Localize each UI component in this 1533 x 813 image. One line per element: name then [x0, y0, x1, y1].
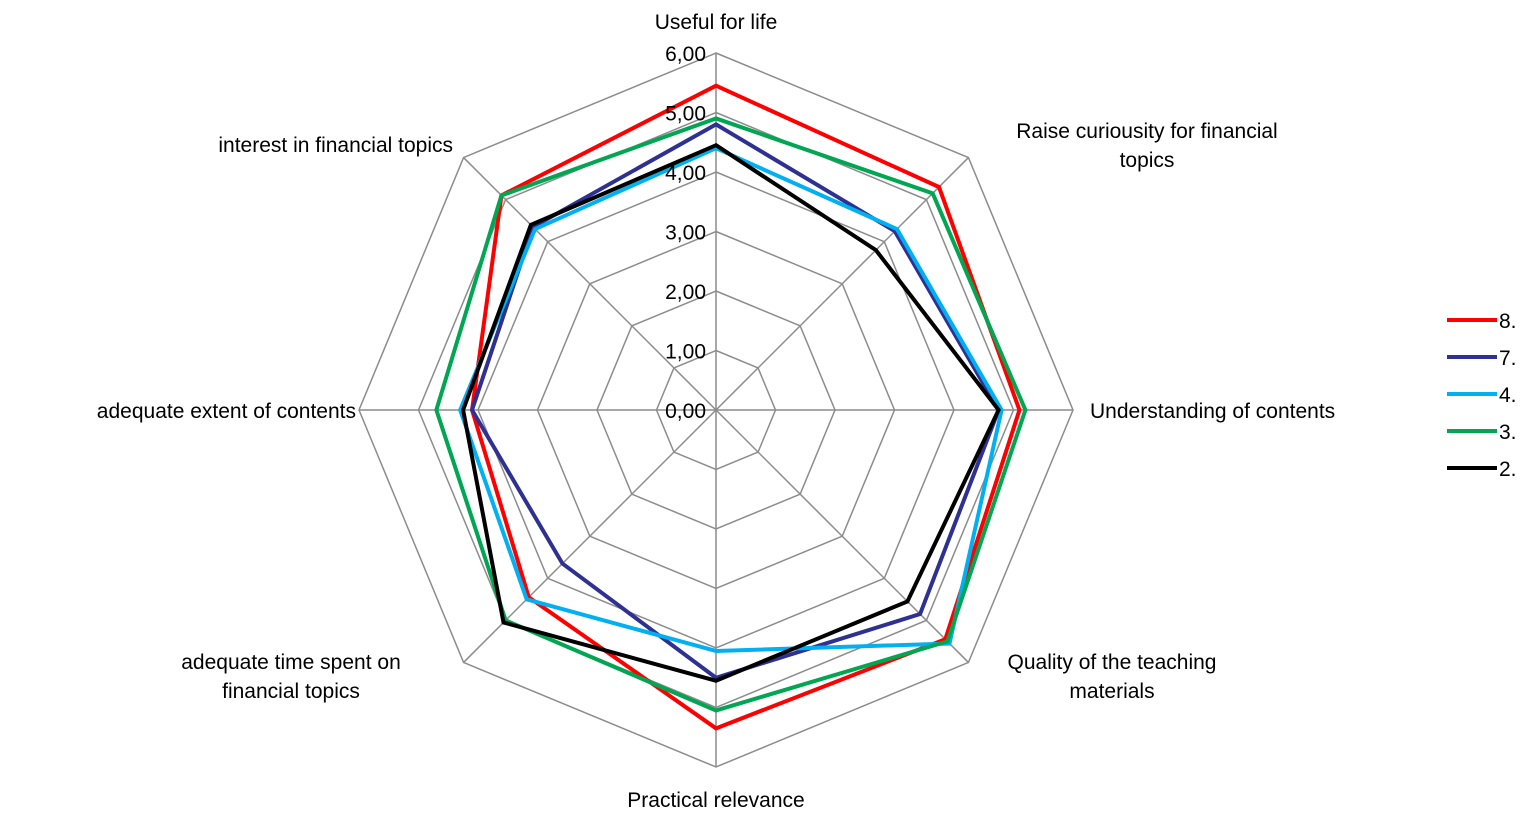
axis-label-line: Useful for life — [655, 11, 778, 34]
axis-label-line: adequate time spent on — [181, 651, 401, 674]
axis-label: Raise curiousity for financial topics — [1016, 120, 1277, 172]
axis-label: Understanding of contents — [1090, 400, 1335, 423]
axis-label: adequate time spent on financial topics — [181, 651, 401, 703]
axis-label: Quality of the teaching materials — [1008, 651, 1217, 703]
axis-label-line: interest in financial topics — [218, 134, 453, 157]
axis-label-line: topics — [1120, 149, 1175, 172]
axis-label: Useful for life — [655, 11, 778, 34]
tick-label: 1,00 — [665, 341, 706, 364]
series-line-8 — [470, 83, 1022, 731]
axis-label-line: Understanding of contents — [1090, 400, 1335, 423]
legend-label: 7. — [1499, 347, 1517, 370]
axis-label: interest in financial topics — [218, 134, 453, 157]
axis-spoke — [715, 157, 969, 411]
axis-label-line: Practical relevance — [627, 789, 804, 812]
radar-tick-labels: 0,00 1,00 2,00 3,00 4,00 5,00 6,00 — [665, 43, 706, 423]
axis-label-line: financial topics — [222, 680, 360, 703]
radar-grid — [358, 52, 1074, 768]
series-line-3 — [434, 116, 1028, 713]
tick-label: 6,00 — [665, 43, 706, 66]
legend-label: 3. — [1499, 421, 1517, 444]
tick-label: 2,00 — [665, 281, 706, 304]
axis-label-line: Raise curiousity for financial — [1016, 120, 1277, 143]
axis-label-line: materials — [1069, 680, 1154, 703]
tick-label: 0,00 — [665, 400, 706, 423]
legend-label: 4. — [1499, 384, 1517, 407]
tick-label: 4,00 — [665, 162, 706, 185]
axis-label-line: adequate extent of contents — [97, 400, 356, 423]
axis-label-line: Quality of the teaching — [1008, 651, 1217, 674]
axis-spoke — [463, 157, 717, 411]
series-line-4 — [458, 146, 1004, 653]
axis-label: Practical relevance — [627, 789, 804, 812]
axis-label: adequate extent of contents — [97, 400, 356, 423]
axis-spoke — [463, 409, 717, 663]
radar-axis-labels: Useful for life Raise curiousity for fina… — [97, 11, 1335, 812]
tick-label: 5,00 — [665, 103, 706, 126]
radar-series-group — [434, 83, 1028, 731]
legend: 8. 7. 4. 3. 2. — [1447, 310, 1517, 481]
legend-label: 2. — [1499, 458, 1517, 481]
legend-label: 8. — [1499, 310, 1517, 333]
axis-spoke — [715, 409, 969, 663]
tick-label: 3,00 — [665, 222, 706, 245]
series-line-2 — [461, 142, 1001, 683]
